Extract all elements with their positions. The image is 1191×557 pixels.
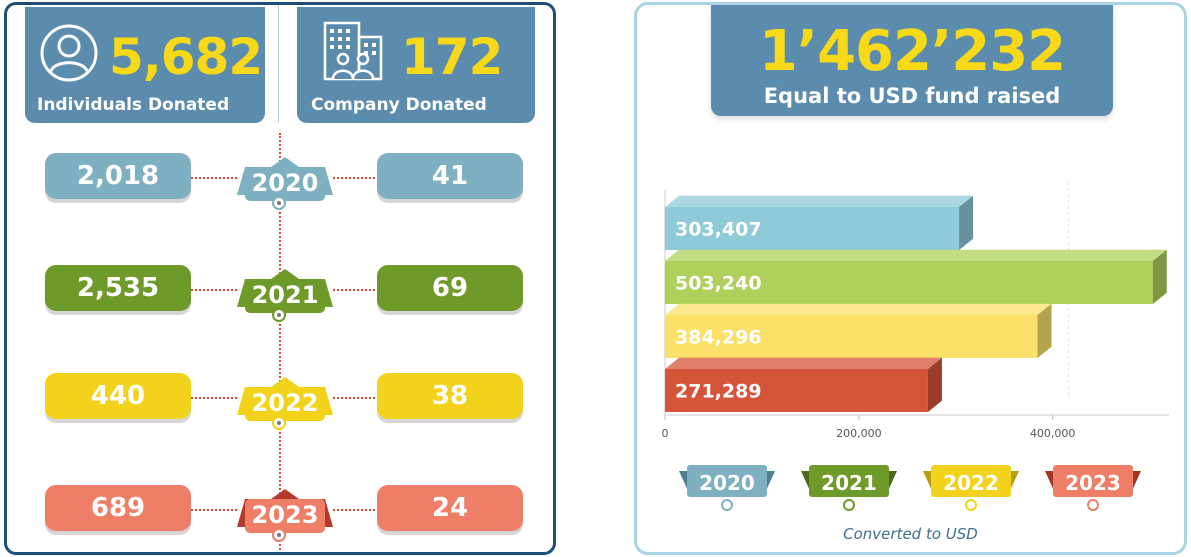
x-tick-label: 400,000 (1030, 427, 1076, 440)
bar-label-2021: 503,240 (675, 273, 762, 295)
funds-total-card: 1’462’232 Equal to USD fund raised (711, 5, 1113, 116)
funds-total-label: Equal to USD fund raised (763, 84, 1061, 108)
individuals-label: Individuals Donated (37, 95, 230, 115)
year-dot-2022 (272, 416, 286, 430)
year-badge-2023: 2023 (237, 487, 333, 535)
connector-left (191, 397, 237, 399)
funds-panel: 1’462’232 Equal to USD fund raised 0 200,… (634, 2, 1187, 555)
companies-2023-pill: 24 (377, 485, 523, 531)
legend-2022: 2022 (923, 463, 1019, 511)
connector-left (191, 289, 237, 291)
bar-side-2020 (959, 195, 974, 250)
connector-left (191, 509, 237, 511)
connector-right (333, 397, 379, 399)
header-divider (278, 5, 279, 123)
legend-label-2021: 2021 (821, 471, 877, 495)
bar-2023 (665, 369, 928, 412)
year-row-2022: 440 38 2022 (7, 373, 553, 433)
bar-top-2020 (665, 195, 974, 207)
bar-label-2020: 303,407 (675, 219, 762, 241)
companies-2022-pill: 38 (377, 373, 523, 419)
individuals-2020-pill: 2,018 (45, 153, 191, 199)
bar-2020 (665, 207, 960, 250)
bar-top-2021 (665, 249, 1167, 261)
connector-left (191, 177, 237, 179)
person-icon (39, 23, 99, 87)
year-row-2020: 2,018 41 2020 (7, 153, 553, 213)
companies-card: 172 Company Donated (297, 7, 535, 123)
x-tick-label: 200,000 (836, 427, 882, 440)
year-dot-2021 (272, 308, 286, 322)
companies-2020-pill: 41 (377, 153, 523, 199)
timeline-line (279, 133, 281, 552)
legend-label-2022: 2022 (943, 471, 999, 495)
individuals-2023-pill: 689 (45, 485, 191, 531)
connector-right (333, 509, 379, 511)
year-row-2023: 689 24 2023 (7, 485, 553, 545)
legend-dot-2021 (843, 499, 855, 511)
individuals-total: 5,682 (109, 28, 263, 86)
year-badge-2022: 2022 (237, 375, 333, 423)
legend-2021: 2021 (801, 463, 897, 511)
year-label-2022: 2022 (251, 389, 319, 417)
year-dot-2020 (272, 196, 286, 210)
year-dot-2023 (272, 528, 286, 542)
year-label-2020: 2020 (251, 169, 319, 197)
year-row-2021: 2,535 69 2021 (7, 265, 553, 325)
x-tick-label: 0 (662, 427, 669, 440)
legend-dot-2023 (1087, 499, 1099, 511)
bar-2021 (665, 261, 1153, 304)
legend-label-2020: 2020 (699, 471, 755, 495)
individuals-2022-pill: 440 (45, 373, 191, 419)
companies-label: Company Donated (311, 95, 487, 115)
bar-label-2022: 384,296 (675, 327, 762, 349)
bar-side-2023 (927, 357, 942, 412)
legend-2023: 2023 (1045, 463, 1141, 511)
bar-side-2021 (1152, 249, 1167, 304)
bar-side-2022 (1037, 303, 1052, 358)
companies-total: 172 (401, 28, 503, 86)
donors-panel: 5,682 Individuals Donated 172 (4, 2, 556, 555)
bar-top-2023 (665, 357, 942, 369)
year-label-2021: 2021 (251, 281, 319, 309)
legend-dot-2020 (721, 499, 733, 511)
individuals-card: 5,682 Individuals Donated (25, 7, 265, 123)
connector-right (333, 177, 379, 179)
year-label-2023: 2023 (251, 501, 319, 529)
legend-label-2023: 2023 (1065, 471, 1121, 495)
bar-2022 (665, 315, 1038, 358)
connector-right (333, 289, 379, 291)
legend-dot-2022 (965, 499, 977, 511)
funds-bar-chart: 0 200,000 400,000 303,407 503,240 384,296 271,… (662, 182, 1169, 440)
bar-label-2023: 271,289 (675, 381, 762, 403)
legend-2020: 2020 (679, 463, 775, 511)
companies-2021-pill: 69 (377, 265, 523, 311)
year-badge-2021: 2021 (237, 267, 333, 315)
chart-caption: Converted to USD (843, 525, 978, 543)
building-people-icon (321, 19, 387, 89)
year-badge-2020: 2020 (237, 155, 333, 203)
bar-top-2022 (665, 303, 1052, 315)
funds-total: 1’462’232 (758, 19, 1066, 84)
individuals-2021-pill: 2,535 (45, 265, 191, 311)
